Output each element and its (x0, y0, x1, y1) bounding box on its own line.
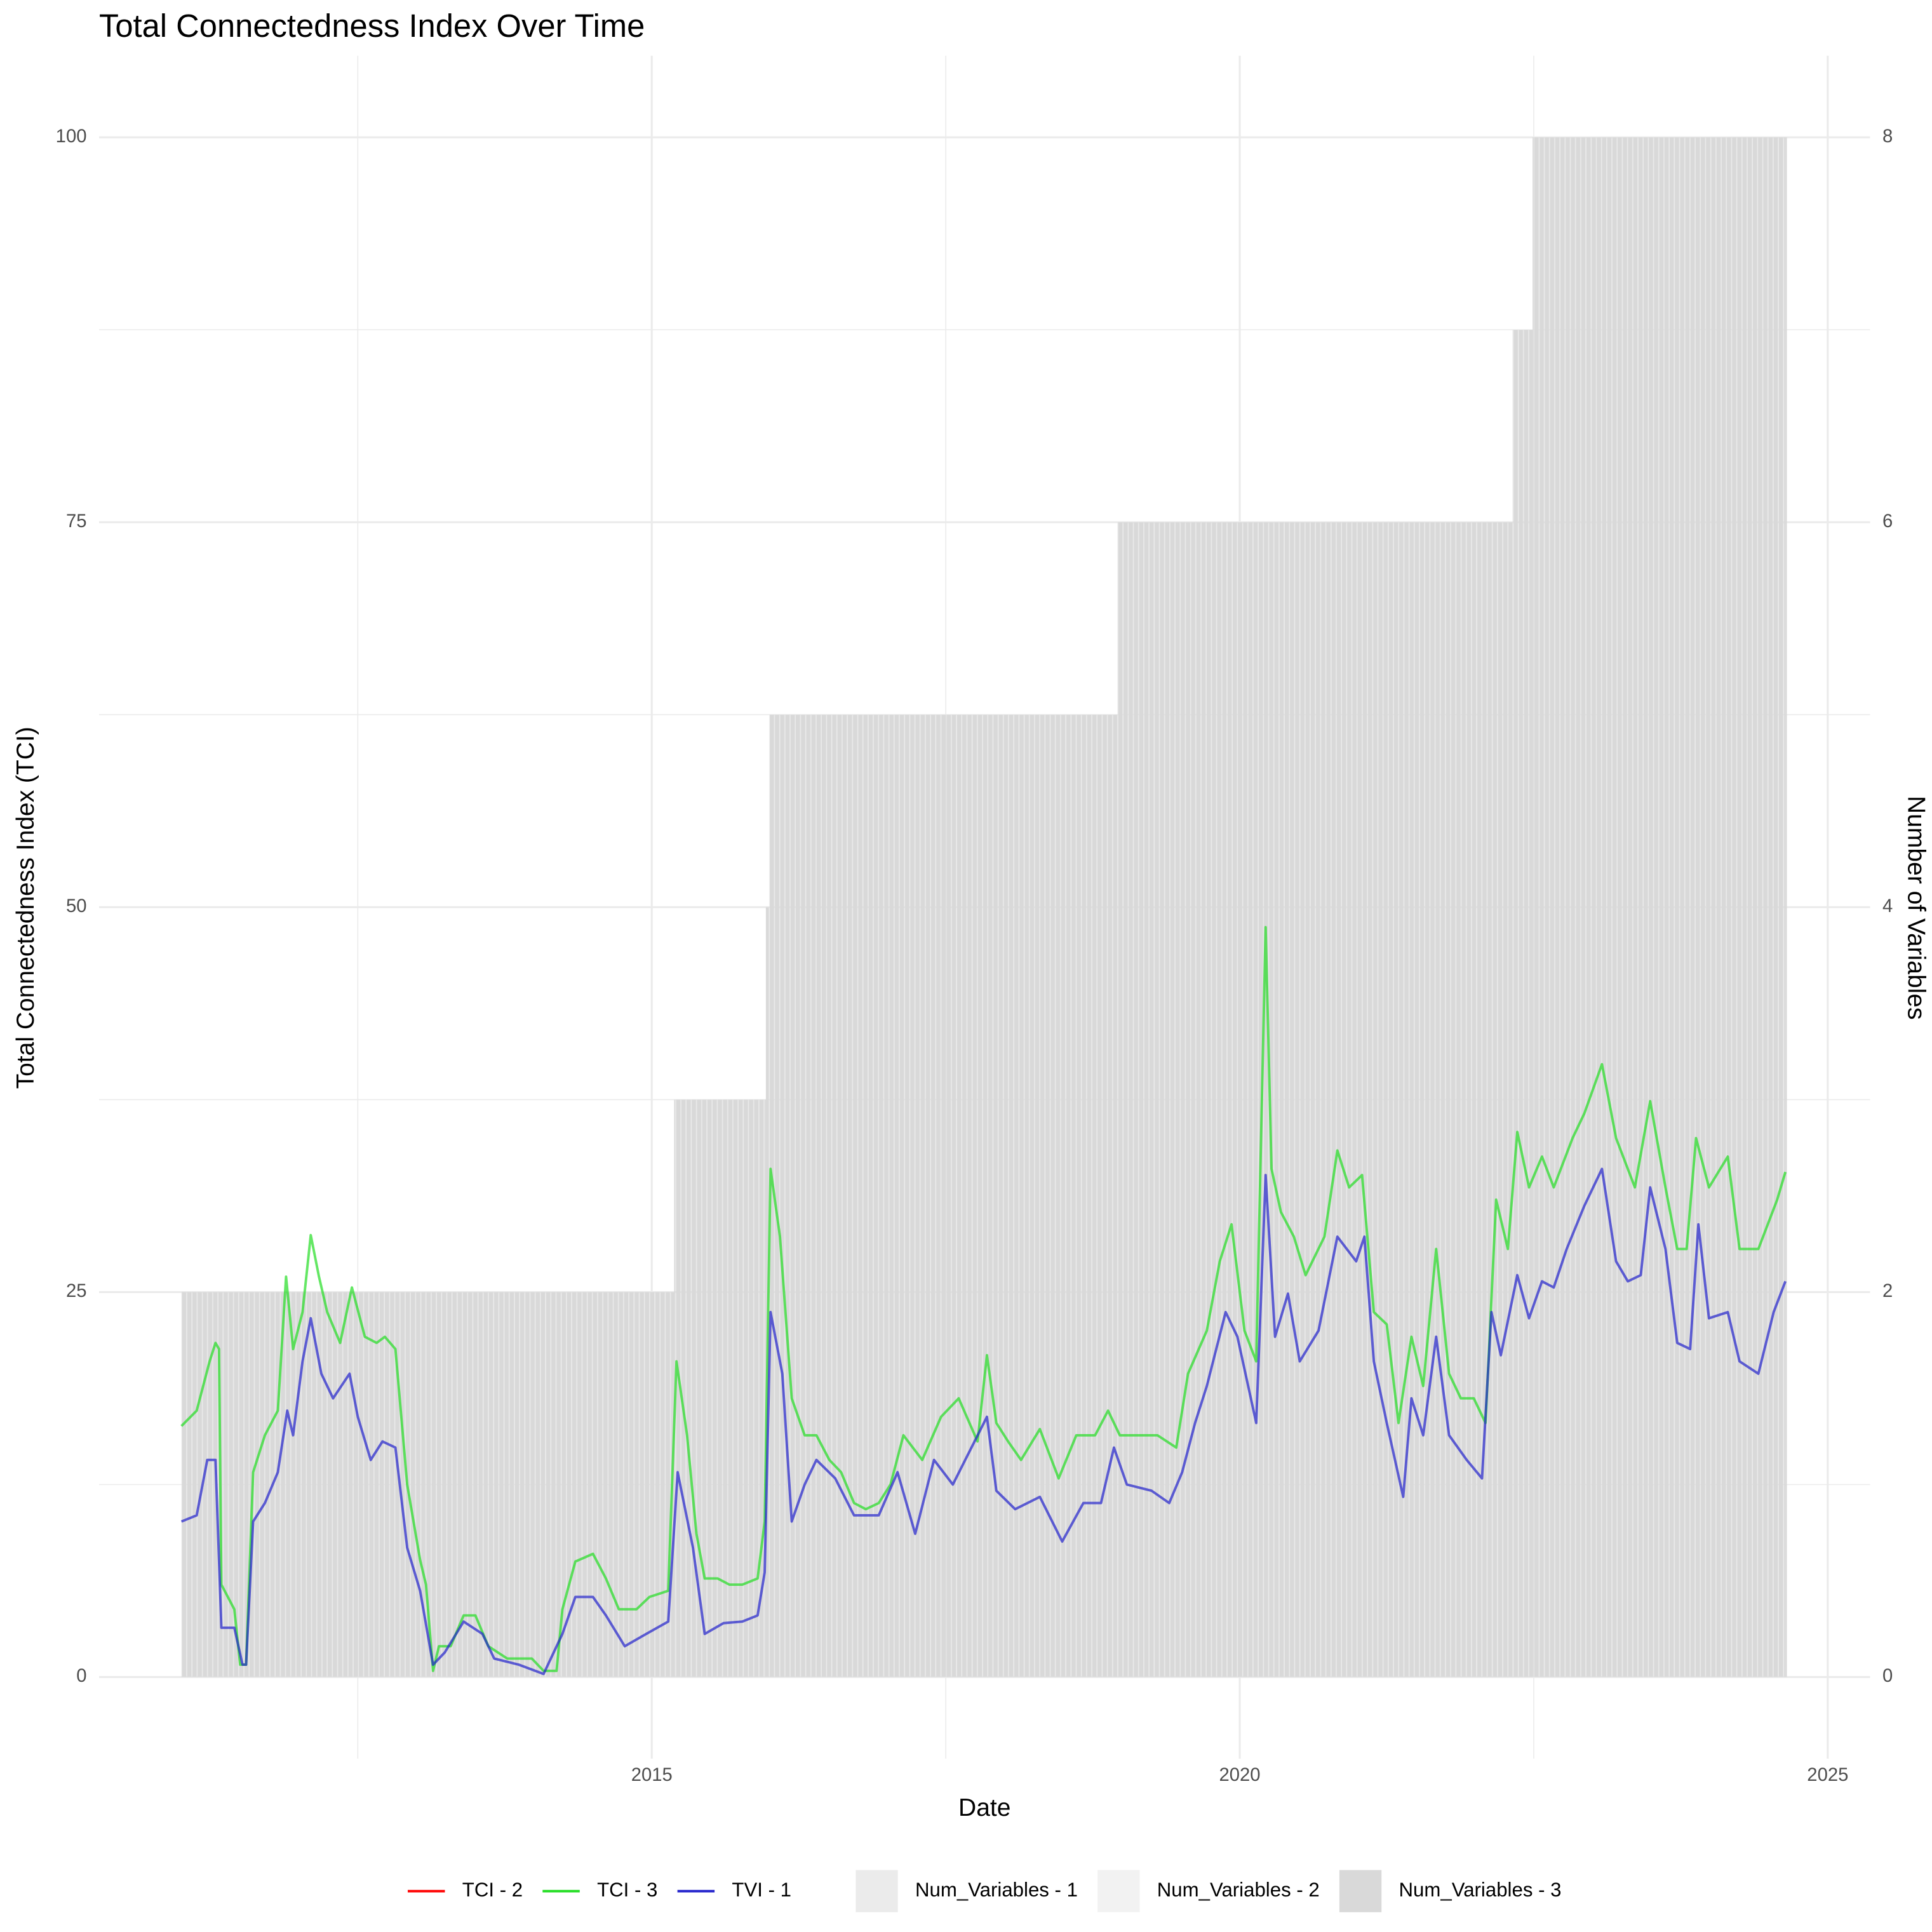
legend-label: Num_Variables - 1 (915, 1879, 1078, 1901)
chart-title: Total Connectedness Index Over Time (99, 8, 645, 44)
y-tick-label: 100 (56, 126, 87, 147)
y2-tick-label: 4 (1882, 896, 1893, 916)
legend-key (1097, 1870, 1140, 1912)
legend-label: Num_Variables - 2 (1157, 1879, 1320, 1901)
y2-tick-label: 2 (1882, 1281, 1893, 1301)
line (180, 1167, 1787, 1675)
bar (1117, 522, 1513, 1677)
legend-label: TCI - 3 (597, 1879, 657, 1901)
y2-tick-label: 6 (1882, 511, 1893, 532)
legend-label: Num_Variables - 3 (1399, 1879, 1562, 1901)
y2-axis-title: Number of Variables (1902, 796, 1929, 1020)
bar (769, 714, 1118, 1677)
y2-tick-label: 0 (1882, 1666, 1893, 1686)
legend-label: TCI - 2 (462, 1879, 523, 1901)
bar (1785, 137, 1787, 1677)
y-tick-label: 50 (66, 896, 87, 916)
bar (674, 1099, 766, 1677)
y-tick-label: 0 (76, 1666, 86, 1686)
legend: TCI - 2 TCI - 3 TVI - 1 Num_Variables - 1 Nu… (407, 1870, 1562, 1912)
x-axis-title: Date (958, 1794, 1010, 1821)
bar (1512, 330, 1533, 1677)
y-tick-label: 25 (66, 1281, 87, 1301)
legend-key (1339, 1870, 1382, 1912)
x-tick-label: 2020 (1219, 1765, 1261, 1785)
x-tick-label: 2015 (631, 1765, 673, 1785)
x-tick-label: 2025 (1807, 1765, 1848, 1785)
legend-key (855, 1870, 898, 1912)
y2-tick-label: 8 (1882, 126, 1893, 147)
y-tick-label: 75 (66, 511, 87, 532)
legend-label: TVI - 1 (732, 1879, 791, 1901)
y-axis-title: Total Connectedness Index (TCI) (12, 727, 39, 1089)
bar (1533, 137, 1786, 1677)
